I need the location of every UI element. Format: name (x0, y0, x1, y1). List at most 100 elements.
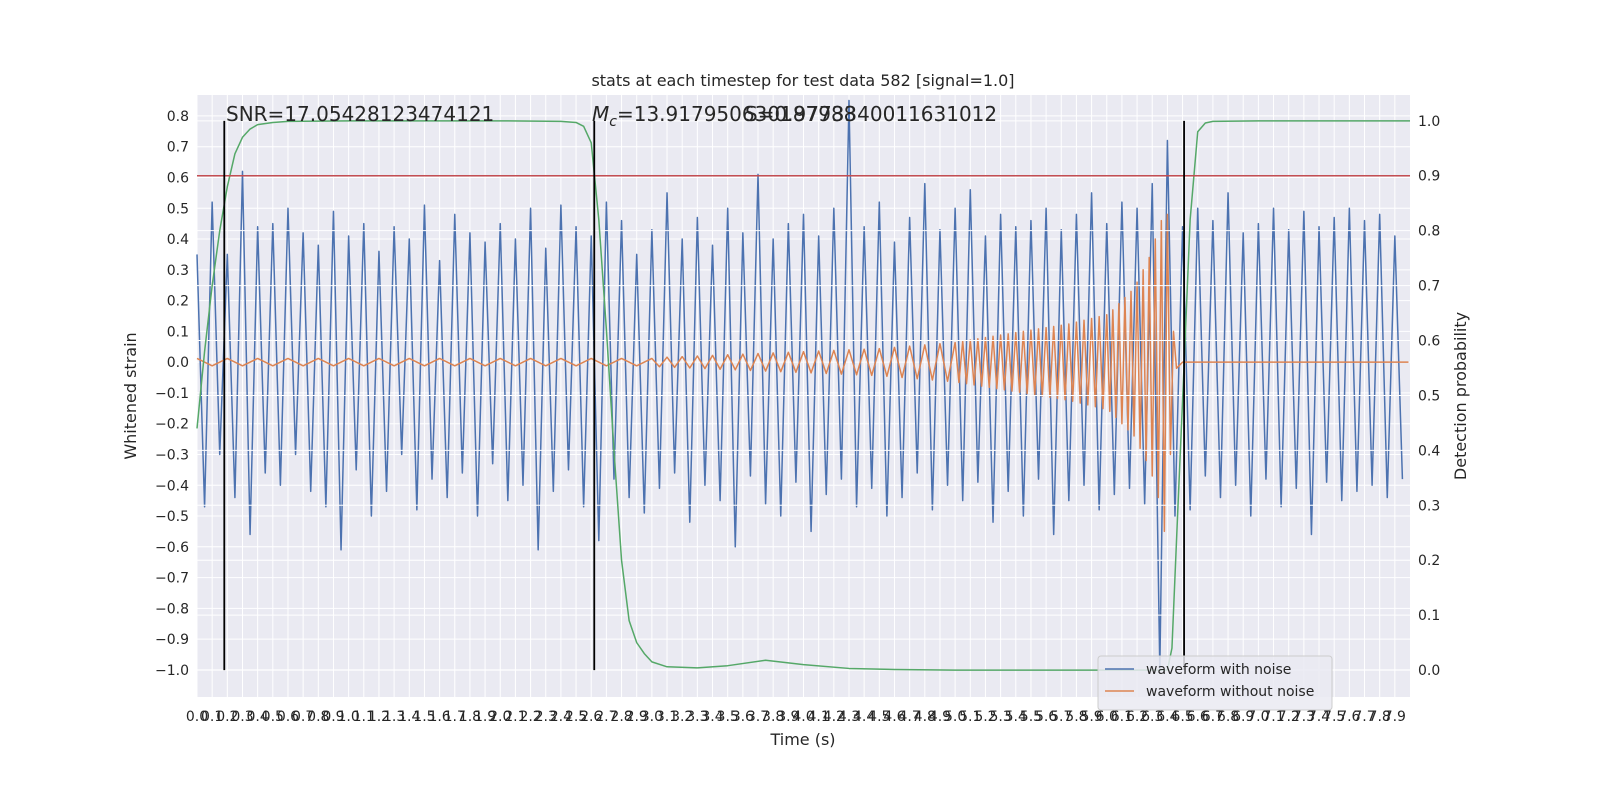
x-tick-label: 3.1 (656, 709, 678, 725)
x-tick-label: 7.3 (1293, 709, 1315, 725)
x-tick-label: 5.9 (1080, 709, 1102, 725)
x-tick-label: 7.1 (1262, 709, 1284, 725)
x-tick-label: 6.1 (1111, 709, 1133, 725)
y2-tick-label: 0.2 (1418, 553, 1440, 569)
labels: 0.00.10.20.30.40.50.60.70.80.91.01.11.21… (155, 109, 1440, 725)
y-tick-label: −0.9 (155, 632, 189, 648)
x-tick-label: 6.7 (1202, 709, 1224, 725)
legend-label: waveform with noise (1146, 662, 1291, 678)
x-tick-label: 1.0 (337, 709, 359, 725)
x-tick-label: 2.0 (489, 709, 511, 725)
series-line (196, 213, 1409, 533)
y2-tick-label: 0.8 (1418, 224, 1440, 240)
x-tick-label: 4.3 (838, 709, 860, 725)
x-tick-label: 0.2 (216, 709, 238, 725)
x-tick-label: 5.6 (1035, 709, 1057, 725)
x-tick-label: 3.9 (777, 709, 799, 725)
mc-subscript: c (609, 114, 617, 130)
x-tick-label: 0.4 (247, 709, 269, 725)
x-tick-label: 1.5 (413, 709, 435, 725)
y-tick-label: 0.2 (167, 294, 189, 310)
x-tick-label: 3.5 (717, 709, 739, 725)
x-tick-label: 6.2 (1126, 709, 1148, 725)
x-tick-label: 1.6 (428, 709, 450, 725)
x-tick-label: 4.5 (868, 709, 890, 725)
x-tick-label: 6.9 (1232, 709, 1254, 725)
mc-annotation: Mc=13.917950630187988 (592, 102, 856, 130)
x-tick-label: 4.2 (823, 709, 845, 725)
x-tick-label: 2.5 (565, 709, 587, 725)
x-tick-label: 3.4 (701, 709, 723, 725)
x-tick-label: 7.8 (1369, 709, 1391, 725)
y2-tick-label: 0.6 (1418, 334, 1440, 350)
legend-box (1097, 655, 1333, 711)
x-tick-label: 2.7 (595, 709, 617, 725)
x-tick-label: 5.4 (1005, 709, 1027, 725)
x-tick-label: 5.5 (1020, 709, 1042, 725)
x-tick-label: 1.1 (353, 709, 375, 725)
x-tick-label: 6.6 (1187, 709, 1209, 725)
x-tick-label: 2.1 (504, 709, 526, 725)
y-tick-label: 0.6 (167, 170, 189, 186)
x-axis-label: Time (s) (769, 730, 835, 749)
s-annotation: S=0.9773340011631012 (745, 102, 997, 126)
x-tick-label: 7.5 (1323, 709, 1345, 725)
x-tick-label: 4.6 (883, 709, 905, 725)
x-tick-label: 0.7 (292, 709, 314, 725)
x-tick-label: 7.9 (1384, 709, 1406, 725)
x-tick-label: 1.9 (474, 709, 496, 725)
x-tick-label: 6.0 (1096, 709, 1118, 725)
x-tick-label: 6.5 (1171, 709, 1193, 725)
chart-title: stats at each timestep for test data 582… (591, 71, 1014, 90)
y2-tick-label: 0.4 (1418, 443, 1440, 459)
y-tick-label: −0.1 (155, 386, 189, 402)
x-tick-label: 6.4 (1156, 709, 1178, 725)
x-tick-label: 7.7 (1353, 709, 1375, 725)
x-tick-label: 3.7 (747, 709, 769, 725)
x-tick-label: 5.2 (974, 709, 996, 725)
y-tick-label: −1.0 (155, 663, 189, 679)
x-tick-label: 6.3 (1141, 709, 1163, 725)
x-tick-label: 4.0 (792, 709, 814, 725)
x-tick-label: 1.8 (459, 709, 481, 725)
x-grid (196, 95, 1396, 697)
x-tick-label: 2.2 (519, 709, 541, 725)
y2-tick-label: 0.0 (1418, 663, 1440, 679)
x-tick-label: 5.1 (959, 709, 981, 725)
y2-tick-label: 0.3 (1418, 498, 1440, 514)
x-tick-label: 0.0 (186, 709, 208, 725)
x-tick-label: 0.6 (277, 709, 299, 725)
y-tick-label: 0.4 (167, 232, 189, 248)
x-tick-label: 1.2 (368, 709, 390, 725)
x-tick-label: 4.7 (899, 709, 921, 725)
y2-tick-label: 0.1 (1418, 608, 1440, 624)
legend-label: waveform without noise (1146, 684, 1314, 700)
y2-tick-label: 0.7 (1418, 279, 1440, 295)
y-tick-label: 0.5 (167, 201, 189, 217)
x-tick-label: 2.4 (550, 709, 572, 725)
y-tick-label: −0.8 (155, 601, 189, 617)
snr-annotation: SNR=17.05428123474121 (226, 102, 494, 126)
x-tick-label: 5.7 (1050, 709, 1072, 725)
x-tick-label: 3.2 (671, 709, 693, 725)
y-tick-label: −0.6 (155, 540, 189, 556)
y-tick-label: 0.7 (167, 140, 189, 156)
y2-tick-label: 0.9 (1418, 169, 1440, 185)
x-tick-label: 2.9 (626, 709, 648, 725)
x-tick-label: 3.3 (686, 709, 708, 725)
x-tick-label: 0.9 (322, 709, 344, 725)
x-tick-label: 0.8 (307, 709, 329, 725)
x-tick-label: 3.8 (762, 709, 784, 725)
x-tick-label: 4.4 (853, 709, 875, 725)
mc-symbol: M (592, 102, 609, 126)
x-tick-label: 6.8 (1217, 709, 1239, 725)
legend: waveform with noise waveform without nois… (1097, 655, 1333, 711)
y-tick-label: −0.2 (155, 417, 189, 433)
x-tick-label: 7.2 (1278, 709, 1300, 725)
x-tick-label: 7.6 (1338, 709, 1360, 725)
y2-axis-label: Detection probability (1451, 312, 1470, 480)
probability-line (196, 120, 1410, 671)
y2-grid (197, 120, 1410, 671)
x-tick-label: 5.3 (989, 709, 1011, 725)
